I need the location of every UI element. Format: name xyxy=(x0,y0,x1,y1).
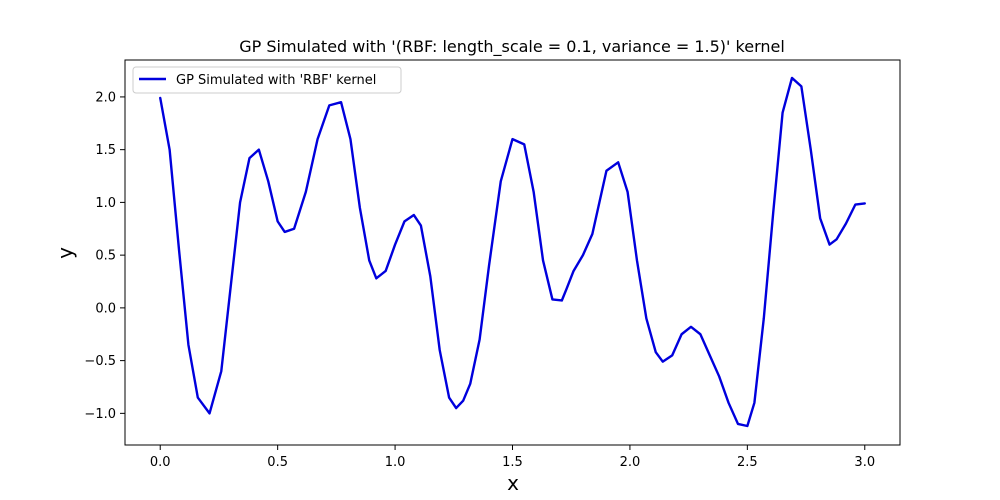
legend-entry-label: GP Simulated with 'RBF' kernel xyxy=(176,73,376,88)
legend-box xyxy=(132,66,402,94)
plot-area: 0.0 0.5 1.0 1.5 2.0 2.5 3.0 −1.0 −0.5 0.0 0.5 1.0 1.… xyxy=(84,59,901,470)
x-axis-label: x xyxy=(507,471,519,495)
legend: GP Simulated with 'RBF' kernel xyxy=(132,66,402,94)
y-tick-label: −1.0 xyxy=(84,407,116,422)
y-tick-label: −0.5 xyxy=(84,354,116,369)
y-tick-label: 2.0 xyxy=(95,90,116,105)
y-tick-label: 0.0 xyxy=(95,301,116,316)
x-tick-label: 0.5 xyxy=(267,455,288,470)
y-tick-label: 0.5 xyxy=(95,249,116,264)
x-tick-label: 0.0 xyxy=(150,455,171,470)
y-tick-label: 1.0 xyxy=(95,196,116,211)
y-tick-label: 1.5 xyxy=(95,143,116,158)
x-tick-label: 1.5 xyxy=(502,455,523,470)
chart-title: GP Simulated with '(RBF: length_scale = … xyxy=(239,37,785,57)
x-tick-label: 2.0 xyxy=(620,455,641,470)
x-tick-label: 2.5 xyxy=(737,455,758,470)
series-line-0 xyxy=(159,76,866,428)
x-tick-label: 3.0 xyxy=(854,455,875,470)
x-tick-label: 1.0 xyxy=(385,455,406,470)
y-axis-label: y xyxy=(53,247,77,259)
